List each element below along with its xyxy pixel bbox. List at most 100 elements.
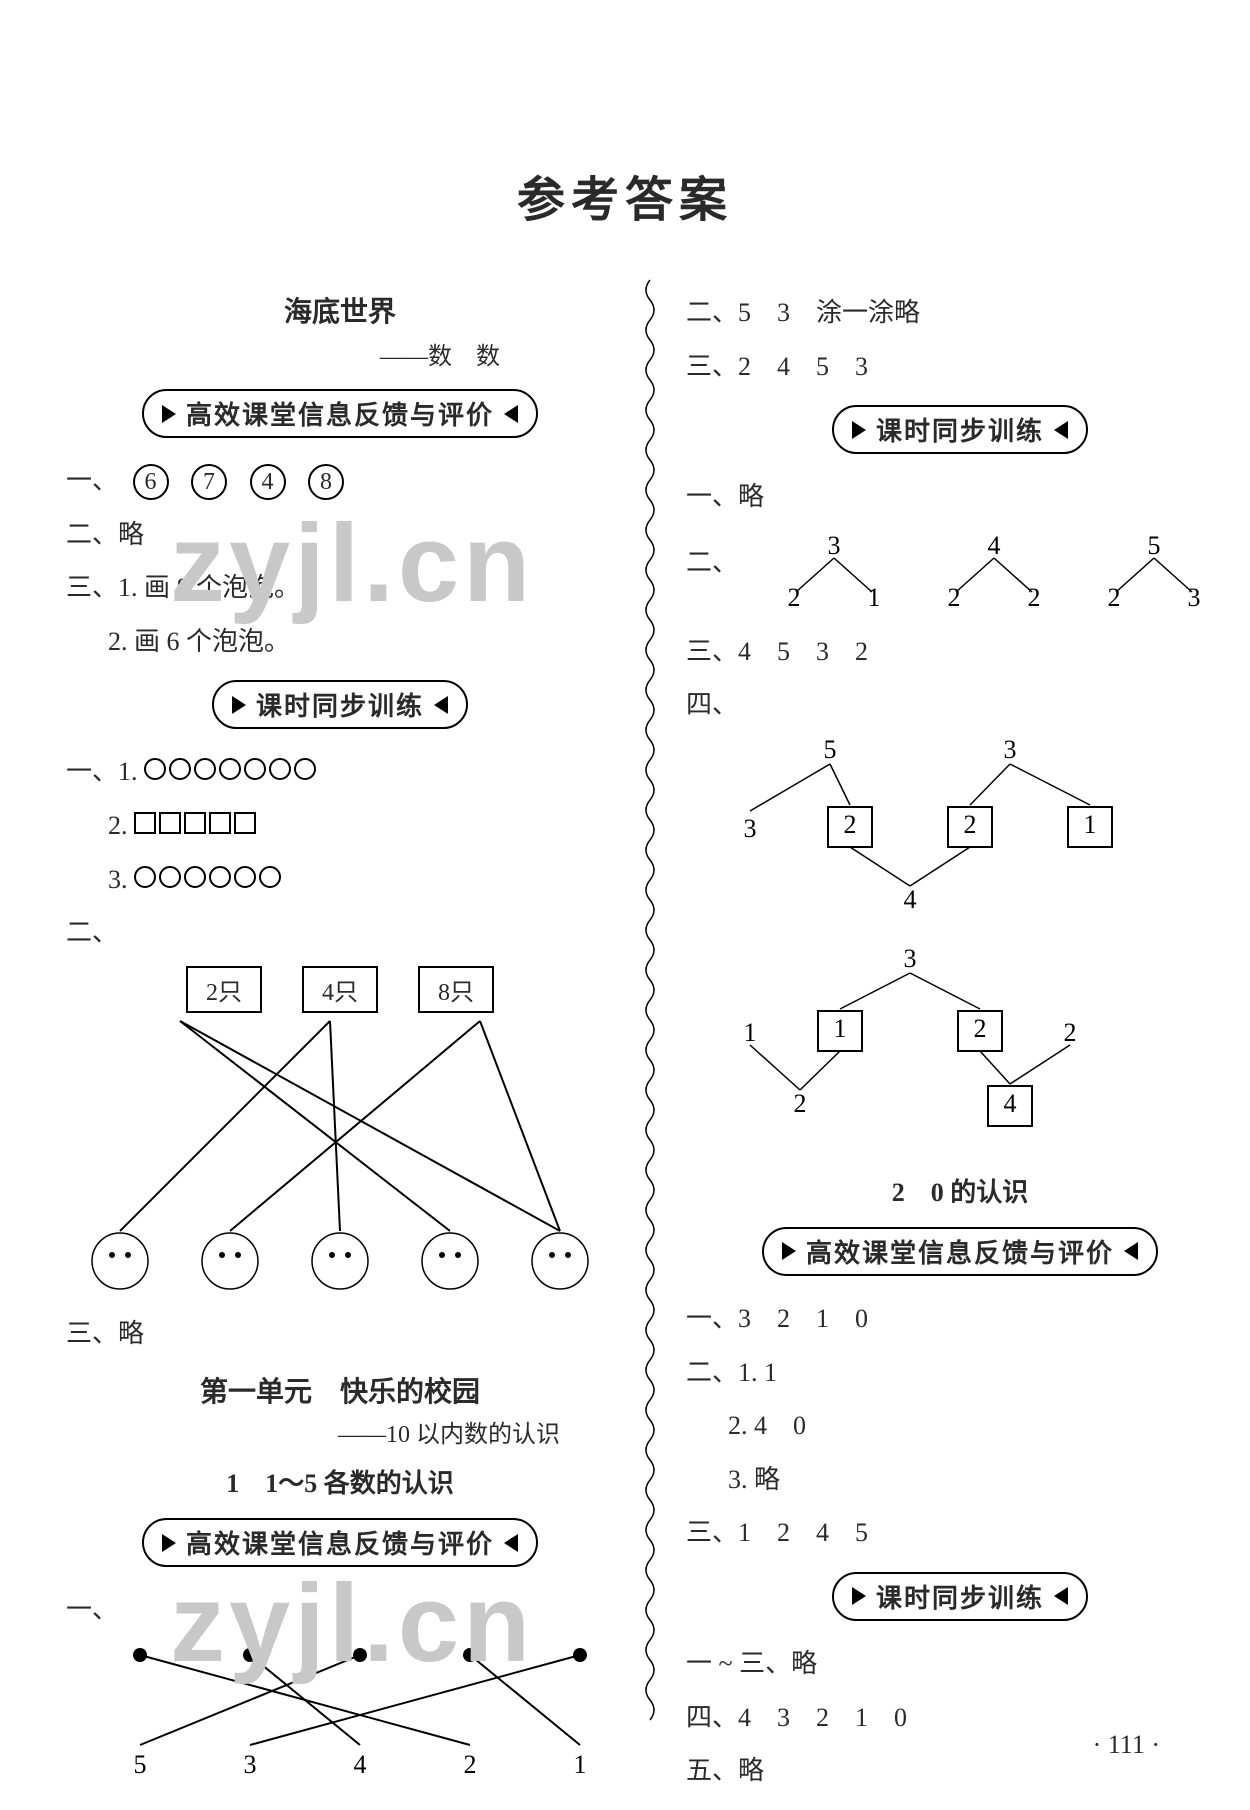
pill-feedback-3: 高效课堂信息反馈与评价: [680, 1227, 1240, 1276]
left-column: 海底世界 ——数 数 高效课堂信息反馈与评价 一、 6 7 4 8 二、略 三、…: [60, 280, 620, 1804]
svg-text:4: 4: [1004, 1089, 1017, 1118]
pill-label: 高效课堂信息反馈与评价: [186, 395, 494, 432]
pill-label: 课时同步训练: [876, 1578, 1044, 1615]
s3: 三、1 2 4 5: [686, 1512, 1240, 1554]
q1-row: 一、 6 7 4 8: [66, 460, 620, 502]
circles-row: [134, 865, 284, 894]
svg-text:3: 3: [904, 944, 917, 973]
svg-text:2: 2: [844, 810, 857, 839]
svg-text:2: 2: [948, 583, 961, 612]
circled-num: 4: [250, 464, 286, 500]
p3: 三、略: [66, 1313, 620, 1355]
pill-label: 课时同步训练: [256, 686, 424, 723]
p1-label: 一、1.: [66, 757, 138, 786]
circled-num: 6: [133, 464, 169, 500]
svg-text:2: 2: [974, 1014, 987, 1043]
pill-practice-2: 课时同步训练: [680, 405, 1240, 454]
svg-text:2: 2: [1028, 583, 1041, 612]
s2-1: 二、1. 1: [686, 1352, 1240, 1394]
r1: 二、5 3 涂一涂略: [686, 292, 1240, 334]
svg-text:1: 1: [1084, 810, 1097, 839]
pill-label: 高效课堂信息反馈与评价: [806, 1233, 1114, 1270]
number-tree: 321: [774, 536, 894, 613]
s2-2: 2. 4 0: [728, 1405, 1240, 1447]
q1-label: 一、: [66, 466, 118, 495]
svg-text:4: 4: [988, 531, 1001, 560]
svg-text:4: 4: [904, 885, 917, 914]
right-column: 二、5 3 涂一涂略 三、2 4 5 3 课时同步训练 一、略 二、 32142…: [680, 280, 1240, 1804]
q3-1: 三、1. 画 8 个泡泡。: [66, 567, 620, 609]
number-bond-diagram: 3 1 1 2 2 2 4: [690, 947, 1150, 1147]
pill-feedback-2: 高效课堂信息反馈与评价: [60, 1518, 620, 1567]
svg-text:4: 4: [354, 1750, 367, 1779]
p1-3-label: 3.: [108, 865, 128, 894]
pill-feedback-1: 高效课堂信息反馈与评价: [60, 389, 620, 438]
box-label: 8只: [418, 966, 494, 1013]
svg-text:5: 5: [824, 735, 837, 764]
p1-3: 3.: [108, 859, 620, 901]
lesson-title: 1 1～5 各数的认识: [60, 1463, 620, 1500]
q2: 二、略: [66, 514, 620, 556]
svg-text:3: 3: [244, 1750, 257, 1779]
s2-3: 3. 略: [728, 1459, 1240, 1501]
r2: 三、2 4 5 3: [686, 346, 1240, 388]
p1-2-label: 2.: [108, 811, 128, 840]
dots-lines: 5 3 4 2 1: [60, 1643, 620, 1783]
svg-text:5: 5: [134, 1750, 147, 1779]
pill-label: 高效课堂信息反馈与评价: [186, 1524, 494, 1561]
svg-text:2: 2: [964, 810, 977, 839]
svg-text:1: 1: [834, 1014, 847, 1043]
pill-label: 课时同步训练: [876, 411, 1044, 448]
svg-text:1: 1: [868, 583, 881, 612]
p1-2: 2.: [108, 805, 620, 847]
svg-text:3: 3: [1004, 735, 1017, 764]
r6-label: 四、: [686, 684, 1240, 726]
section-subtitle-1: ——数 数: [60, 336, 620, 371]
svg-text:2: 2: [788, 583, 801, 612]
diagram-1: 5 3 3 2 2 1 4: [690, 738, 1240, 933]
unit-title: 第一单元 快乐的校园: [60, 1370, 620, 1410]
q3-2: 2. 画 6 个泡泡。: [108, 621, 620, 663]
svg-text:2: 2: [464, 1750, 477, 1779]
page-number: · 111 ·: [1093, 1730, 1160, 1760]
p1-1: 一、1.: [66, 751, 620, 793]
circled-num: 7: [191, 464, 227, 500]
circles-row: [144, 757, 319, 786]
svg-text:3: 3: [744, 814, 757, 843]
two-column-layout: 海底世界 ——数 数 高效课堂信息反馈与评价 一、 6 7 4 8 二、略 三、…: [60, 280, 1190, 1804]
dots-label: 一、: [66, 1589, 620, 1631]
matching-diagram: [60, 1021, 620, 1301]
number-tree: 422: [934, 536, 1054, 613]
number-trees-row: 321422523514: [774, 536, 1250, 613]
r4-row: 二、 321422523514: [680, 530, 1240, 619]
number-tree: 523: [1094, 536, 1214, 613]
svg-text:1: 1: [574, 1750, 587, 1779]
circled-num: 8: [308, 464, 344, 500]
unit-subtitle: ——10 以内数的认识: [60, 1414, 620, 1449]
s1: 一、3 2 1 0: [686, 1298, 1240, 1340]
squares-row: [134, 811, 259, 840]
page-title: 参考答案: [60, 160, 1190, 230]
p2-boxes-row: 2只 4只 8只: [60, 966, 620, 1013]
svg-text:2: 2: [1108, 583, 1121, 612]
r5: 三、4 5 3 2: [686, 631, 1240, 673]
pill-practice-3: 课时同步训练: [680, 1572, 1240, 1621]
number-bond-diagram: 5 3 3 2 2 1 4: [690, 738, 1150, 928]
box-label: 2只: [186, 966, 262, 1013]
p2-label: 二、: [66, 912, 620, 954]
matching-lines: [60, 1021, 620, 1301]
svg-text:5: 5: [1148, 531, 1161, 560]
section-title-1: 海底世界: [60, 290, 620, 330]
svg-text:2: 2: [1064, 1018, 1077, 1047]
svg-text:2: 2: [794, 1089, 807, 1118]
r3: 一、略: [686, 476, 1240, 518]
svg-text:3: 3: [828, 531, 841, 560]
column-divider: [640, 280, 660, 1804]
dots-matching: 5 3 4 2 1: [60, 1643, 620, 1788]
svg-text:1: 1: [744, 1018, 757, 1047]
t1: 一 ~ 三、略: [686, 1643, 1240, 1685]
pill-practice-1: 课时同步训练: [60, 680, 620, 729]
box-label: 4只: [302, 966, 378, 1013]
section-title-2: 2 0 的认识: [680, 1172, 1240, 1209]
r4-label: 二、: [686, 542, 738, 584]
